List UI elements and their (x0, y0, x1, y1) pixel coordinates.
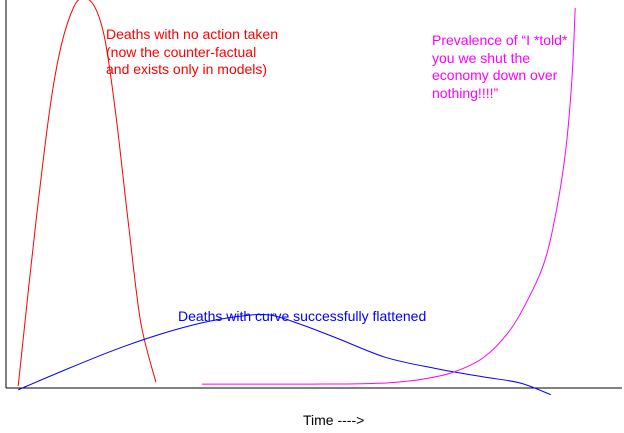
annotation-no-action: Deaths with no action taken (now the cou… (106, 26, 278, 77)
annotation-told-you: Prevalence of “I *told* you we shut the … (432, 32, 568, 101)
series-no-action-line (17, 0, 157, 387)
series-flattened-line (18, 313, 551, 396)
annotation-flattened: Deaths with curve successfully flattened (178, 308, 427, 324)
x-axis-label: Time ----> (303, 412, 365, 428)
series-told-you-line (201, 7, 576, 385)
